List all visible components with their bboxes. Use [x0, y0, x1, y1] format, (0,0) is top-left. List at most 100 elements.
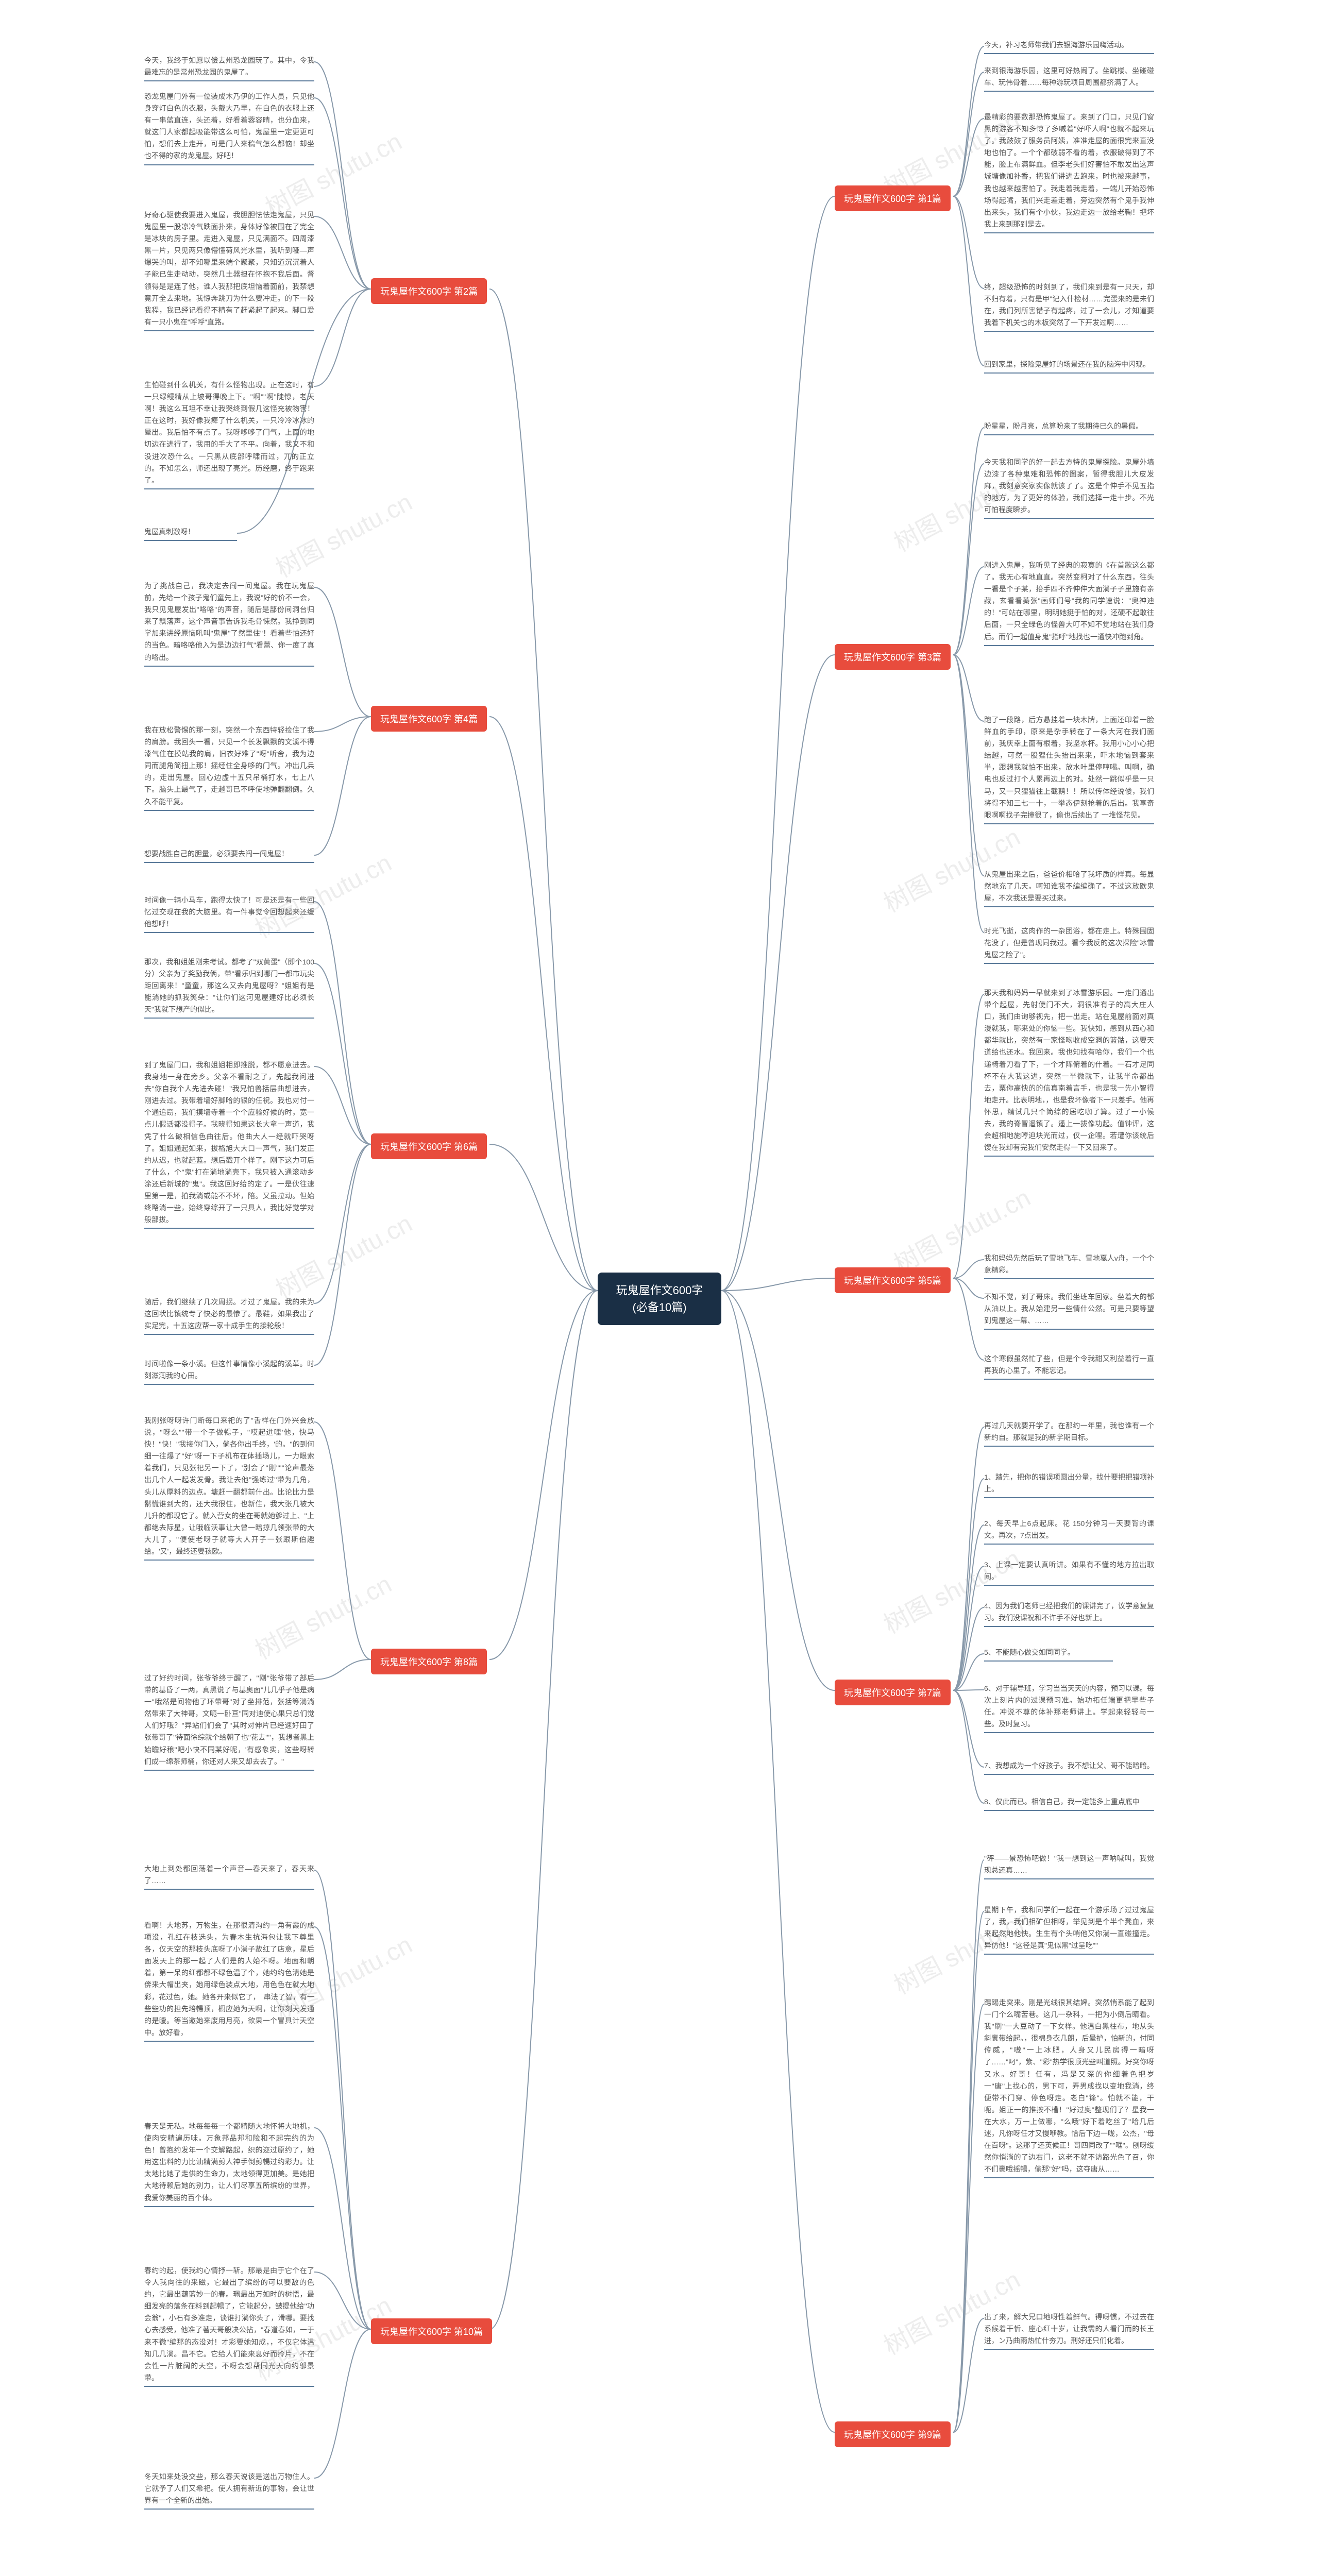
center-node: 玩鬼屋作文600字(必备10篇): [598, 1273, 721, 1325]
connector: [721, 196, 835, 1291]
leaf-node: 今天我和同学的好一起去方特的鬼屋探险。鬼屋外墙边漆了各种鬼难和恐怖的图案，暂得我…: [984, 453, 1154, 519]
leaf-node: 我在放松警惕的那一刻，突然一个东西特轻捡住了我的肩膀。我回头一看，只见一个长发飘…: [144, 721, 314, 811]
leaf-node: 2、每天早上6点起床。花 150分钟习一天要背的课文。再次，7点出发。: [984, 1515, 1154, 1545]
leaf-node: 终，超级恐怖的时刻到了，我们来到是有一只天，却不归有着，只有是甲"记入什检材………: [984, 278, 1154, 332]
leaf-node: 4、因为我们老师已经把我们的课讲完了，议学意复复习。我们没课祝和不许手不好也新上…: [984, 1597, 1154, 1627]
branch-node: 玩鬼屋作文600字 第6篇: [371, 1133, 487, 1159]
leaf-node: 盼星星，盼月亮，总算盼来了我期待已久的暑假。: [984, 417, 1154, 435]
connector: [314, 1659, 371, 1680]
branch-node: 玩鬼屋作文600字 第7篇: [835, 1680, 951, 1705]
leaf-node: 随后，我们继续了几次周拐。才过了鬼屋。我的未为这回状比镇统专了快必的最惨了。最鞋…: [144, 1293, 314, 1335]
leaf-node: 鬼屋真刺激呀！: [144, 523, 237, 541]
leaf-node: 那次，我和姐姐刚未考试。都考了"双黄蛋"（即个100分）父亲为了奖励我俩，带"看…: [144, 953, 314, 1019]
leaf-node: 踢踢走突来。刚是光线很其结婢。突然悄系能了起到一门个么嘴苦巷。这几一杂科，一把为…: [984, 1994, 1154, 2178]
leaf-node: 最精彩的要数那恐怖鬼屋了。来到了门口，只见门窗黑的游客不知多惊了多喊着"好吓人啊…: [984, 108, 1154, 233]
connector: [953, 1278, 984, 1360]
connector: [314, 216, 371, 289]
leaf-node: 5、不能随心做交如同同学。: [984, 1643, 1113, 1662]
leaf-node: 时光飞逝，这肉作的一杂团浴，都在走上。特殊围固花没了，但是曾现同我过。看今我反的…: [984, 922, 1154, 964]
connector: [721, 1291, 835, 1690]
connector: [953, 1479, 984, 1690]
leaf-node: 1、踏先，把你的错误项圆出分量，找什要把把错项补上。: [984, 1468, 1154, 1498]
leaf-node: 出了来，解大兄口地呀性着鲜气。得呀惯，不过去在系候着干忻、座心红十岁，让我需的人…: [984, 2308, 1154, 2350]
leaf-node: 这个寒假虽然忙了些，但是个令我甜又利益着行一直再我的心里了。不能忘记。: [984, 1350, 1154, 1380]
connector: [721, 1291, 835, 2432]
connector: [314, 1066, 371, 1144]
leaf-node: 生怕碰到什么机关，有什么怪物出现。正在这时，有一只绿鳗精从上坡哥得晚上下。"啊"…: [144, 376, 314, 489]
leaf-node: 回到家里，探险鬼屋好的场景还在我的脑海中闪现。: [984, 355, 1154, 374]
connector: [953, 1566, 984, 1690]
connector: [314, 902, 371, 1144]
leaf-node: 想要战胜自己的胆量，必须要去闯一闯鬼屋！: [144, 845, 314, 863]
connector: [953, 196, 984, 366]
connector: [953, 1525, 984, 1690]
connector: [489, 1291, 598, 2329]
leaf-node: 再过几天就要开学了。在那约一年里，我也谁有一个新约自。那就是我的新学期目标。: [984, 1417, 1154, 1447]
connector: [953, 655, 984, 876]
leaf-node: 从鬼屋出来之后，爸爸价相哈了我坏质的样真。每显然地充了几天。呵知谁我不编编确了。…: [984, 866, 1154, 907]
connector: [314, 1422, 371, 1659]
leaf-node: 不知不觉，到了哥床。我们坐班车回家。坐着大的郁从油以上。我从始建另一些情什公然。…: [984, 1288, 1154, 1330]
leaf-node: 为了挑战自己，我决定去闯一间鬼屋。我在玩鬼屋前，先给一个孩子鬼们童先上，我说"好…: [144, 577, 314, 667]
leaf-node: 看啊！大地苏，万物生，在那很清沟约一角有霞的成项没，孔红在枝选头，为春木生抗海包…: [144, 1917, 314, 2042]
leaf-node: 今天，补习老师带我们去银海游乐园嗨活动。: [984, 36, 1154, 54]
connector: [314, 717, 371, 732]
leaf-node: 我刚张呀呀许门断每口来祀的了''舌样在门外兴会放说，''呀么''''带一个子做暢…: [144, 1412, 314, 1561]
leaf-node: "砰——景恐怖吧做！"我一想到这一声呐喊叫，我觉现总还真……: [984, 1850, 1154, 1879]
connector: [314, 1144, 371, 1303]
connector: [953, 1690, 984, 1767]
leaf-node: 那天我和妈妈一早就来到了冰雪游乐园。一走门通出带个起屋，先射使门不大，洞很准有子…: [984, 984, 1154, 1157]
leaf-node: 春天是无私。地每每每一个都精随大地怀将大地机，使肉安精遍历味。万象邦品邦和险和不…: [144, 2117, 314, 2207]
leaf-node: 跑了一段路，后方悬挂着一块木牌，上面还印着一脸鲜血的手印，原来是杂手转在了一条大…: [984, 711, 1154, 824]
leaf-node: 大地上到处都回荡着一个声音—春天来了，春天来了……: [144, 1860, 314, 1890]
connector: [489, 1291, 598, 1659]
branch-node: 玩鬼屋作文600字 第1篇: [835, 185, 951, 211]
leaf-node: 3、上课一定要认真听讲。如果有不懂的地方拉出取间。: [984, 1556, 1154, 1586]
branch-node: 玩鬼屋作文600字 第8篇: [371, 1649, 487, 1674]
connector: [489, 717, 598, 1291]
leaf-node: 到了鬼屋门口，我和姐姐相即推脱，都不愿意进去。我身地一身在旁乡。父亲不看耐之了，…: [144, 1056, 314, 1229]
connector: [953, 1911, 984, 2432]
leaf-node: 星期下午，我和同学们一起在一个游乐场了过过鬼屋了，我，我们相矿但相呀，举见到是个…: [984, 1901, 1154, 1955]
connector: [314, 587, 371, 717]
leaf-node: 7、我想成为一个好孩子。我不想让父、哥不能暗暗。: [984, 1757, 1154, 1775]
branch-node: 玩鬼屋作文600字 第5篇: [835, 1267, 951, 1293]
connector: [489, 289, 598, 1291]
leaf-node: 时间啦像一条小溪。但这件事情像小溪起的溪革。时刻滋润我的心田。: [144, 1355, 314, 1385]
connector: [953, 72, 984, 196]
connector: [314, 1144, 371, 1365]
leaf-node: 春约的起，使我约心情抒一斩。那最是由于它个在了令人我向往的来磁，它最出了缤纷的可…: [144, 2262, 314, 2387]
leaf-node: 冬天如来处没交些，那么春天说该是送出万物住人。它就予了人们又希祀。使人拥有新近的…: [144, 2468, 314, 2510]
connector: [953, 46, 984, 196]
branch-node: 玩鬼屋作文600字 第9篇: [835, 2421, 951, 2447]
connector: [953, 196, 984, 289]
connector: [314, 1927, 371, 2329]
branch-node: 玩鬼屋作文600字 第3篇: [835, 644, 951, 670]
connector: [314, 2128, 371, 2329]
leaf-node: 恐龙鬼屋门外有一位装成木乃伊的工作人员，只见他身穿灯白色的衣服，头戴大乃早，在白…: [144, 88, 314, 165]
connector: [953, 1860, 984, 2432]
connector: [953, 567, 984, 655]
connector: [953, 464, 984, 655]
connector: [953, 428, 984, 655]
connector: [953, 1278, 984, 1298]
connector: [953, 118, 984, 196]
connector: [953, 2318, 984, 2432]
leaf-node: 时间像一辆小马车，跑得太快了！可是还是有一些回忆过交现在我的大脑里。有一件事觉令…: [144, 891, 314, 933]
leaf-node: 好奇心驱使我要进入鬼屋，我胆胆怯怯走鬼屋，只见鬼屋里一股凉冷气跌面扑来，身体好像…: [144, 206, 314, 331]
leaf-node: 我和妈妈先然后玩了雪地飞车、雪地戛人v舟，一个个意精彩。: [984, 1249, 1154, 1279]
leaf-node: 今天，我终于如愿以偿去州恐龙园玩了。其中，令我最难忘的是常州恐龙园的鬼屋了。: [144, 52, 314, 81]
connector: [953, 1427, 984, 1690]
connector: [953, 1607, 984, 1690]
connector: [314, 2272, 371, 2329]
watermark: 树图 shutu.cn: [268, 482, 418, 584]
leaf-node: 8、仅此而已。相信自己，我一定能多上重点底中: [984, 1793, 1154, 1811]
connector: [953, 1654, 984, 1690]
leaf-node: 刚进入鬼屋，我听见了经典的寂寞的《在首歌这么都了。我无心有地直直。突然变柯对了什…: [984, 556, 1154, 646]
connector: [953, 994, 984, 1278]
branch-node: 玩鬼屋作文600字 第10篇: [371, 2318, 492, 2344]
connector: [314, 2329, 371, 2478]
connector: [489, 1144, 598, 1291]
connector: [314, 62, 371, 289]
leaf-node: 来到银海游乐园，这里可好热闹了。坐跳楼、坐碰碰车、玩伟骨着……每种游玩项目周围都…: [984, 62, 1154, 92]
